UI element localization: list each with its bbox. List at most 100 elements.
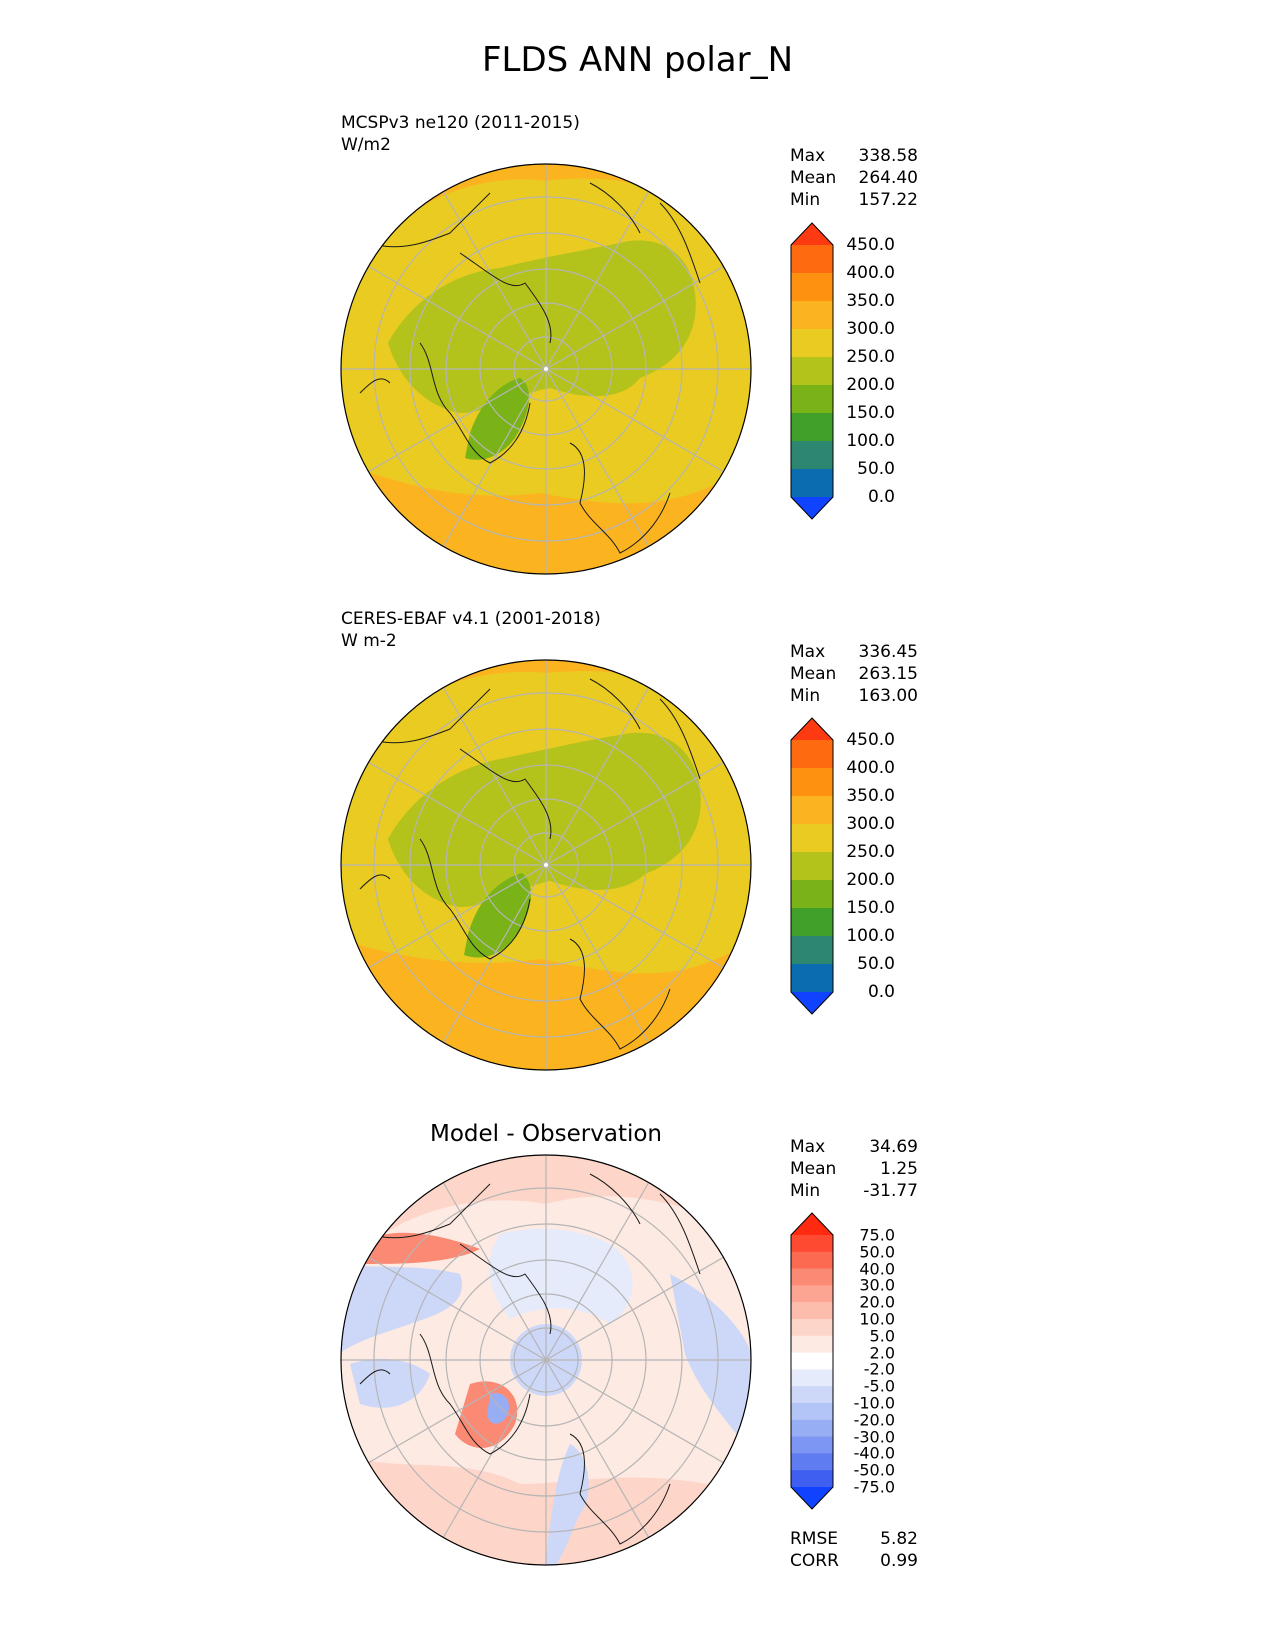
panel-2-graticule (341, 660, 751, 1070)
colorbar-segment-8 (791, 441, 833, 470)
colorbar-tick-label: 400.0 (846, 758, 895, 778)
colorbar-tick-label: -40.0 (853, 1443, 895, 1463)
colorbar-tick-label: 20.0 (859, 1292, 895, 1312)
colorbar-segment-0 (791, 223, 833, 245)
panel-2-units: W m-2 (341, 631, 397, 651)
colorbar-segment-1 (791, 740, 833, 769)
panel-3-mean-label: Mean (790, 1159, 837, 1179)
colorbar-segment-6 (791, 880, 833, 909)
colorbar-segment-0 (791, 718, 833, 740)
colorbar-tick-label: -20.0 (853, 1410, 895, 1430)
panel-2-max-label: Max (790, 642, 826, 662)
colorbar-segment-12 (791, 1419, 833, 1438)
panel-1-stats: Max 338.58 Mean 264.40 Min 157.22 (790, 145, 918, 211)
colorbar-tick-label: 2.0 (869, 1343, 895, 1363)
colorbar-tick-label: 5.0 (869, 1326, 895, 1346)
colorbar-tick-label: 0.0 (867, 487, 895, 507)
colorbar-segment-7 (791, 413, 833, 442)
colorbar-segment-8 (791, 936, 833, 965)
colorbar-segment-10 (791, 497, 833, 519)
colorbar-tick-label: 30.0 (859, 1275, 895, 1295)
panel-2-mean-value: 263.15 (858, 664, 918, 684)
colorbar-tick-label: -30.0 (853, 1427, 895, 1447)
colorbar-tick-label: -10.0 (853, 1393, 895, 1413)
colorbar-segment-5 (791, 1302, 833, 1320)
colorbar-tick-label: 200.0 (846, 870, 895, 890)
colorbar-tick-label: 250.0 (846, 842, 895, 862)
colorbar-tick-label: 10.0 (859, 1309, 895, 1329)
figure-title: FLDS ANN polar_N (481, 40, 794, 80)
colorbar-segment-6 (791, 385, 833, 414)
rmse-value: 5.82 (880, 1529, 918, 1549)
colorbar-segment-4 (791, 1285, 833, 1303)
panel-1-max-label: Max (790, 146, 826, 166)
colorbar-segment-4 (791, 824, 833, 853)
colorbar-segment-4 (791, 329, 833, 358)
panel-1-min-label: Min (790, 190, 821, 210)
panel-2-polar-map (340, 659, 752, 1071)
panel-2-stats: Max 336.45 Mean 263.15 Min 163.00 (790, 641, 918, 707)
panel-3-central-arctic-negative (489, 1228, 633, 1324)
colorbar-tick-label: 75.0 (859, 1225, 895, 1245)
colorbar-tick-label: 400.0 (846, 263, 895, 283)
panel-2-min-value: 163.00 (858, 686, 918, 706)
panel-1-units: W/m2 (341, 135, 391, 155)
panel-1-mean-label: Mean (790, 168, 837, 188)
colorbar-segment-6 (791, 1319, 833, 1337)
panel-3-coastlines (359, 1173, 701, 1545)
panel-1-model-name: MCSPv3 ne120 (2011-2015) (341, 113, 580, 133)
colorbar-segment-10 (791, 992, 833, 1014)
colorbar-segment-1 (791, 245, 833, 274)
rmse-label: RMSE (790, 1529, 839, 1549)
colorbar-tick-label: -75.0 (853, 1477, 895, 1497)
panel-3-scandinavia-negative (545, 1444, 589, 1565)
colorbar-tick-label: 150.0 (846, 898, 895, 918)
panel-3-siberia-strong-positive (360, 1232, 480, 1264)
colorbar-tick-label: 50.0 (859, 1242, 895, 1262)
colorbar-segment-3 (791, 1268, 833, 1286)
panel-3-title: Model - Observation (429, 1121, 663, 1147)
colorbar-segment-0 (791, 1213, 833, 1235)
panel-3-east-negative (670, 1274, 751, 1454)
colorbar-tick-label: -50.0 (853, 1460, 895, 1480)
panel-3-metrics: RMSE 5.82 CORR 0.99 (790, 1528, 918, 1572)
panel-1-coastlines (359, 182, 701, 554)
panel-2-label: CERES-EBAF v4.1 (2001-2018) W m-2 (341, 608, 601, 652)
panel-1-pole-marker (544, 367, 548, 371)
colorbar-segment-11 (791, 1403, 833, 1421)
colorbar-tick-label: 50.0 (857, 954, 895, 974)
colorbar-segment-2 (791, 768, 833, 797)
panel-1-greenland-low (465, 378, 530, 460)
colorbar-outline (790, 1212, 834, 1510)
colorbar-outline (790, 222, 834, 520)
colorbar-tick-label: -2.0 (863, 1359, 895, 1379)
panel-1-mean-value: 264.40 (858, 168, 918, 188)
corr-label: CORR (790, 1551, 839, 1571)
panel-3-min-value: -31.77 (863, 1181, 918, 1201)
panel-1-map-border (340, 163, 752, 575)
colorbar-segment-5 (791, 852, 833, 881)
colorbar-segment-15 (791, 1470, 833, 1488)
panel-3-colorbar (790, 1212, 834, 1510)
colorbar-tick-label: 0.0 (867, 982, 895, 1002)
colorbar-tick-label: 300.0 (846, 814, 895, 834)
colorbar-segment-7 (791, 908, 833, 937)
panel-1-label: MCSPv3 ne120 (2011-2015) W/m2 (341, 112, 580, 156)
panel-2-greenland-low (464, 873, 531, 958)
colorbar-tick-label: 40.0 (859, 1259, 895, 1279)
panel-3-mean-value: 1.25 (880, 1159, 918, 1179)
colorbar-segment-9 (791, 964, 833, 993)
colorbar-tick-label: 150.0 (846, 403, 895, 423)
panel-1-arctic-region (388, 240, 696, 413)
colorbar-segment-3 (791, 301, 833, 330)
colorbar-tick-label: 300.0 (846, 319, 895, 339)
panel-2-map-border (340, 659, 752, 1071)
colorbar-segment-16 (791, 1487, 833, 1509)
colorbar-tick-label: 250.0 (846, 347, 895, 367)
panel-2-coastlines (359, 678, 701, 1050)
panel-3-graticule (341, 1155, 751, 1565)
panel-1-max-value: 338.58 (858, 146, 918, 166)
panel-1-polar-map (340, 163, 752, 575)
colorbar-segment-10 (791, 1386, 833, 1404)
colorbar-segment-14 (791, 1453, 833, 1471)
